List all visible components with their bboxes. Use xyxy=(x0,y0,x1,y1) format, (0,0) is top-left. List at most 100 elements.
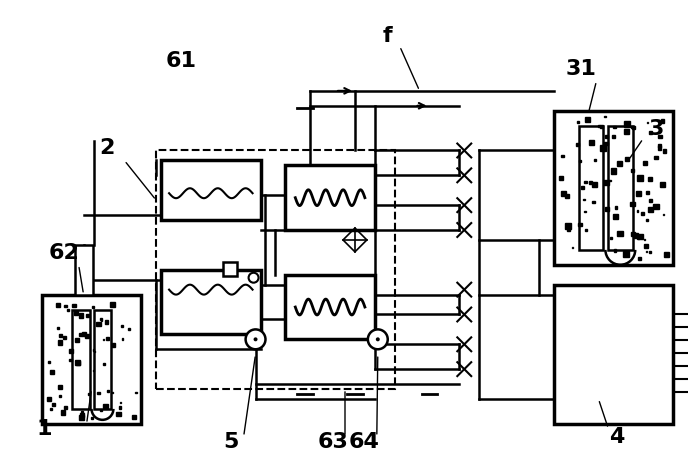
Bar xyxy=(286,165,375,230)
Bar xyxy=(665,253,668,257)
Bar xyxy=(565,223,571,229)
Bar xyxy=(648,207,653,212)
Bar xyxy=(132,415,136,419)
Bar xyxy=(554,285,673,424)
Bar xyxy=(86,314,89,317)
Bar xyxy=(561,191,566,196)
Bar xyxy=(654,156,658,159)
Bar xyxy=(648,177,651,181)
Bar xyxy=(600,146,606,151)
Bar xyxy=(647,122,648,123)
Bar xyxy=(636,191,641,196)
Bar xyxy=(638,175,643,181)
Bar xyxy=(107,391,109,392)
Bar xyxy=(611,168,616,174)
Bar xyxy=(90,417,92,419)
Bar xyxy=(72,304,76,308)
Bar xyxy=(644,239,645,241)
Bar xyxy=(104,405,107,408)
Bar xyxy=(613,213,618,218)
Bar xyxy=(63,336,66,339)
Bar xyxy=(50,370,54,374)
Bar xyxy=(638,257,642,260)
Bar xyxy=(94,309,111,409)
Bar xyxy=(59,335,61,337)
Bar xyxy=(613,126,615,129)
Bar xyxy=(581,186,584,189)
Bar xyxy=(604,142,608,146)
Bar xyxy=(638,234,643,239)
Bar xyxy=(583,199,585,201)
Bar xyxy=(660,119,664,123)
Bar xyxy=(76,361,79,365)
Bar xyxy=(617,230,623,236)
Bar xyxy=(604,180,609,185)
Bar xyxy=(128,328,130,330)
Bar xyxy=(643,161,647,165)
Bar xyxy=(57,340,62,345)
Bar xyxy=(605,207,609,211)
Bar xyxy=(61,410,66,414)
Bar xyxy=(584,211,586,213)
Bar xyxy=(156,151,395,389)
Bar xyxy=(580,160,582,162)
Bar xyxy=(631,232,635,236)
Bar xyxy=(554,111,673,265)
Bar xyxy=(104,403,108,408)
Text: 3: 3 xyxy=(649,118,664,139)
Bar xyxy=(81,332,86,336)
Bar xyxy=(161,161,261,220)
Bar xyxy=(649,199,651,202)
Bar xyxy=(623,251,629,257)
Bar xyxy=(121,325,123,327)
Circle shape xyxy=(246,330,266,349)
Bar xyxy=(57,327,59,330)
Bar xyxy=(658,144,661,147)
Text: 63: 63 xyxy=(317,432,348,452)
Bar xyxy=(593,201,595,203)
Bar xyxy=(100,318,102,320)
Bar xyxy=(79,333,82,336)
Text: 5: 5 xyxy=(223,432,238,452)
Bar xyxy=(94,351,95,352)
Bar xyxy=(641,212,644,215)
Bar xyxy=(86,334,89,338)
Bar xyxy=(638,237,639,239)
Text: 2: 2 xyxy=(99,139,114,158)
Bar xyxy=(69,359,72,361)
Bar xyxy=(660,182,665,187)
Bar xyxy=(585,229,587,230)
Text: 62: 62 xyxy=(48,243,79,263)
Text: 4: 4 xyxy=(609,427,624,447)
Bar xyxy=(584,181,586,183)
Bar xyxy=(609,126,633,250)
Bar xyxy=(624,157,629,162)
Bar xyxy=(75,245,92,295)
Bar xyxy=(286,275,375,339)
Bar xyxy=(74,311,78,315)
Bar xyxy=(121,338,124,340)
Bar xyxy=(68,309,70,311)
Bar xyxy=(69,348,73,353)
Bar xyxy=(79,313,83,318)
Bar xyxy=(120,402,121,403)
Bar xyxy=(48,397,51,401)
Text: f: f xyxy=(383,26,393,46)
Bar xyxy=(658,146,662,150)
Bar xyxy=(649,131,652,134)
Bar xyxy=(658,135,662,139)
Bar xyxy=(589,181,591,184)
Bar xyxy=(662,149,667,152)
Bar xyxy=(631,126,633,129)
Bar xyxy=(565,194,569,198)
Bar xyxy=(600,125,603,128)
Bar xyxy=(50,408,52,410)
Bar xyxy=(116,412,121,416)
Bar xyxy=(579,126,604,250)
Bar xyxy=(42,295,141,424)
Bar xyxy=(612,135,615,138)
Bar xyxy=(104,364,105,365)
Bar xyxy=(112,392,113,393)
Text: 31: 31 xyxy=(565,59,596,79)
Bar xyxy=(560,176,563,179)
